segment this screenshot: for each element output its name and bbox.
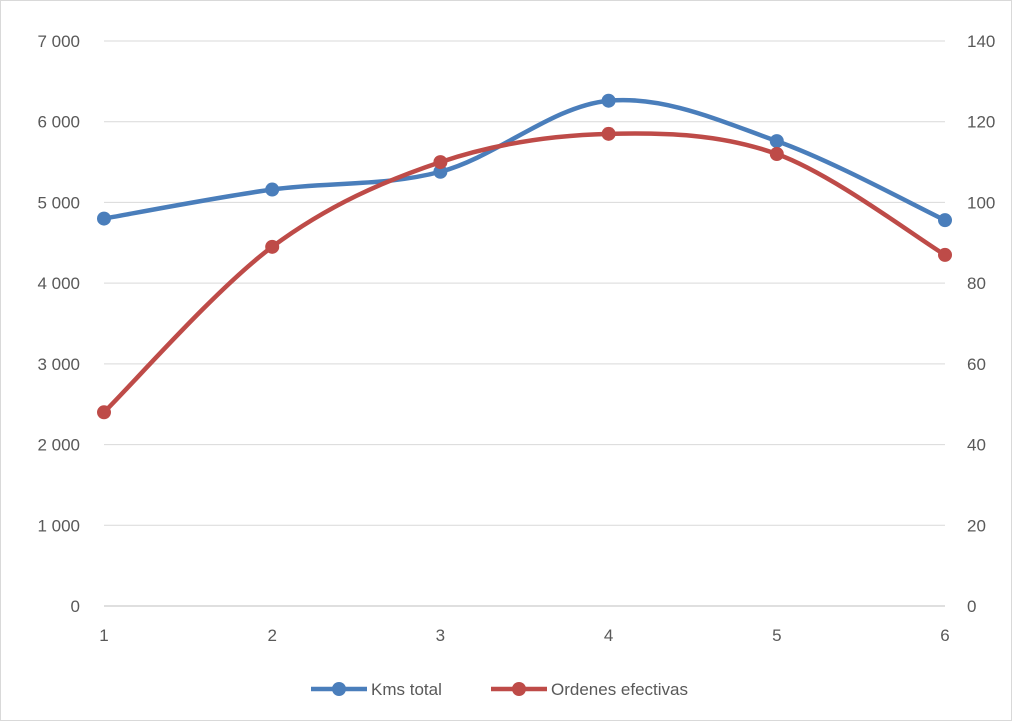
right-tick-label: 0 bbox=[967, 597, 976, 616]
x-tick-label: 2 bbox=[267, 626, 276, 645]
series-line-kms-total bbox=[101, 97, 948, 223]
right-tick-label: 80 bbox=[967, 274, 986, 293]
left-axis-tick-labels: 0 1 000 2 000 3 000 4 000 5 000 6 000 7 000 bbox=[37, 32, 80, 616]
x-tick-label: 4 bbox=[604, 626, 613, 645]
data-point-kms-total bbox=[938, 213, 952, 228]
data-point-ordenes-efectivas bbox=[433, 155, 448, 170]
right-tick-label: 60 bbox=[967, 355, 986, 374]
data-point-kms-total bbox=[601, 93, 616, 108]
right-axis-tick-labels: 0 20 40 60 80 100 120 140 bbox=[967, 32, 995, 616]
legend: Kms total Ordenes efectivas bbox=[311, 680, 688, 699]
right-tick-label: 20 bbox=[967, 516, 986, 535]
left-tick-label: 7 000 bbox=[37, 32, 80, 51]
legend-marker bbox=[332, 682, 346, 696]
left-tick-label: 5 000 bbox=[37, 193, 80, 212]
data-point-ordenes-efectivas bbox=[265, 239, 280, 254]
right-tick-label: 100 bbox=[967, 193, 995, 212]
data-point-ordenes-efectivas bbox=[769, 147, 784, 161]
data-point-ordenes-efectivas bbox=[938, 247, 952, 262]
left-tick-label: 3 000 bbox=[37, 355, 80, 374]
right-tick-label: 40 bbox=[967, 436, 986, 455]
right-tick-label: 140 bbox=[967, 32, 995, 51]
x-tick-label: 6 bbox=[940, 626, 949, 645]
series-line-ordenes-efectivas bbox=[101, 131, 948, 415]
legend-label: Ordenes efectivas bbox=[551, 680, 688, 699]
data-point-ordenes-efectivas bbox=[97, 405, 111, 420]
left-tick-label: 6 000 bbox=[37, 113, 80, 132]
data-point-kms-total bbox=[769, 134, 784, 149]
data-point-kms-total bbox=[433, 164, 448, 179]
legend-marker bbox=[512, 682, 526, 696]
data-point-ordenes-efectivas bbox=[601, 126, 616, 141]
left-tick-label: 1 000 bbox=[37, 516, 80, 535]
left-tick-label: 0 bbox=[71, 597, 80, 616]
left-tick-label: 4 000 bbox=[37, 274, 80, 293]
gridlines bbox=[104, 40, 945, 607]
right-tick-label: 120 bbox=[967, 113, 995, 132]
series-lines bbox=[97, 93, 952, 420]
x-tick-label: 1 bbox=[99, 626, 108, 645]
x-tick-label: 5 bbox=[772, 626, 781, 645]
data-point-kms-total bbox=[265, 182, 280, 197]
x-axis-tick-labels: 1 2 3 4 5 6 bbox=[99, 626, 949, 645]
legend-item-kms-total: Kms total bbox=[311, 680, 442, 699]
x-tick-label: 3 bbox=[436, 626, 445, 645]
legend-item-ordenes-efectivas: Ordenes efectivas bbox=[491, 680, 688, 699]
data-point-kms-total bbox=[97, 211, 111, 226]
legend-label: Kms total bbox=[371, 680, 442, 699]
left-tick-label: 2 000 bbox=[37, 436, 80, 455]
